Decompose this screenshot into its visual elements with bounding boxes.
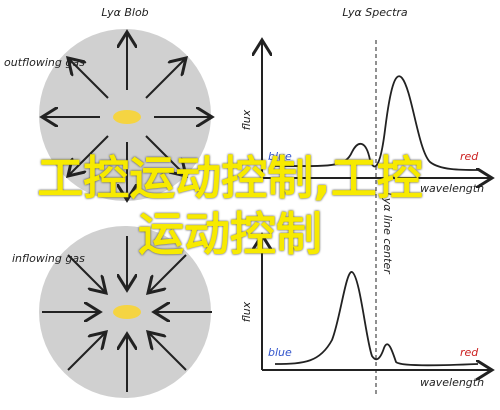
blue-bottom: blue — [268, 346, 292, 359]
core-bottom — [113, 305, 141, 319]
red-bottom: red — [460, 346, 479, 359]
core-top — [113, 110, 141, 124]
outflow-label: outflowing gas — [4, 56, 85, 69]
spectrum-bottom — [274, 271, 479, 367]
left-title: Lyα Blob — [101, 6, 148, 19]
inflow-label: inflowing gas — [12, 252, 85, 265]
x-label-top: wavelength — [420, 182, 484, 195]
outflow-arrows — [42, 32, 212, 200]
red-top: red — [460, 150, 479, 163]
y-label-bottom: flux — [240, 301, 253, 322]
overlay-text: 工控运动控制,工控运动控制 — [37, 151, 423, 261]
line-center-label: Lyα line center — [381, 192, 394, 275]
inflow-arrows — [42, 236, 212, 392]
y-label-top: flux — [240, 109, 253, 130]
blue-top: blue — [268, 150, 292, 163]
axes — [262, 40, 492, 370]
spectrum-top — [274, 75, 479, 171]
right-title: Lyα Spectra — [342, 6, 408, 19]
x-label-bottom: wavelength — [420, 376, 484, 389]
